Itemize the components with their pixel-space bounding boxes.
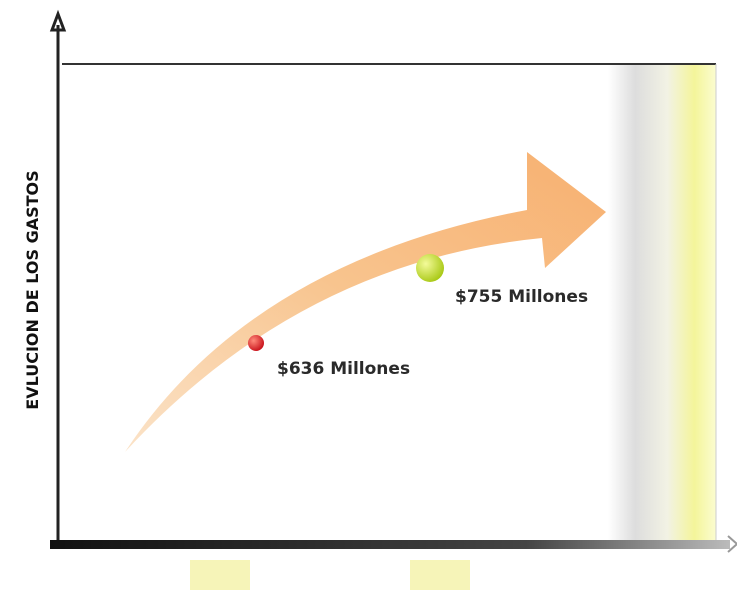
y-axis-label: EVLUCION DE LOS GASTOS <box>23 170 42 409</box>
y-axis <box>49 9 67 545</box>
x-label-box <box>410 560 470 590</box>
x-axis-arrow <box>727 535 737 553</box>
blurred-panel <box>608 64 716 540</box>
point-label: $755 Millones <box>455 287 588 307</box>
growth-arrow <box>125 152 606 452</box>
point-marker <box>416 254 444 282</box>
point-label: $636 Millones <box>277 359 410 379</box>
x-label-box <box>190 560 250 590</box>
point-marker <box>248 335 264 351</box>
x-axis <box>50 540 730 549</box>
